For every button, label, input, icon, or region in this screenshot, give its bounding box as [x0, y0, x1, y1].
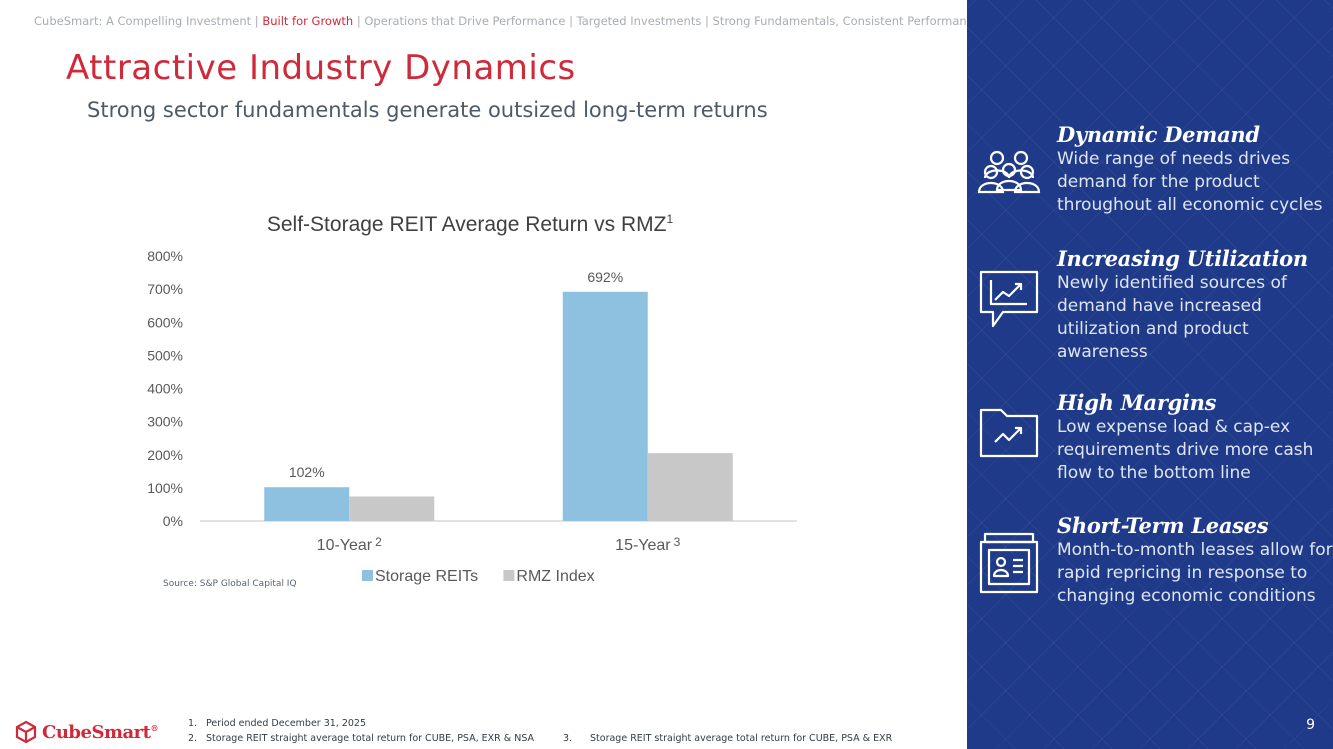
nav-prefix: CubeSmart: A Compelling Investment | — [34, 14, 259, 28]
y-tick-label: 600% — [147, 314, 183, 330]
y-tick-label: 800% — [147, 248, 183, 264]
page-title: Attractive Industry Dynamics — [66, 48, 576, 88]
nav-active-section[interactable]: Built for Growth — [262, 14, 354, 28]
feature-high-margins: High Margins Low expense load & cap-ex r… — [1057, 390, 1333, 485]
logo-wordmark: CubeSmart® — [42, 721, 158, 743]
y-tick-label: 200% — [147, 447, 183, 463]
bar-rmz-index — [647, 453, 733, 521]
x-tick-label: 10-Year 2 — [317, 535, 382, 554]
feature-text: Low expense load & cap-ex requirements d… — [1057, 417, 1314, 483]
footnotes-left: 1. Period ended December 31, 2025 2. Stora… — [188, 716, 534, 746]
y-tick-label: 400% — [147, 381, 183, 397]
page-subtitle: Strong sector fundamentals generate outs… — [87, 98, 768, 122]
footnote-2: 2. Storage REIT straight average total re… — [188, 733, 535, 744]
y-tick-label: 300% — [147, 414, 183, 430]
data-label: 692% — [587, 269, 623, 285]
bar-rmz-index — [349, 496, 435, 521]
footnote-3: 3. Storage REIT straight average total re… — [563, 733, 893, 744]
page-number: 9 — [1306, 717, 1315, 733]
bar-storage-reits — [264, 487, 350, 521]
chart-source: Source: S&P Global Capital IQ — [163, 579, 297, 589]
legend-label: RMZ Index — [516, 568, 594, 585]
data-label: 102% — [289, 464, 325, 480]
cube-logo-icon — [15, 720, 37, 744]
y-tick-label: 0% — [163, 513, 183, 529]
y-tick-label: 100% — [147, 480, 183, 496]
y-tick-label: 500% — [147, 347, 183, 363]
footnotes-right: 3. Storage REIT straight average total re… — [563, 731, 892, 746]
feature-title: Increasing Utilization — [1057, 246, 1308, 271]
nav-rest: | Operations that Drive Performance | Ta… — [356, 14, 981, 28]
feature-title: High Margins — [1057, 390, 1217, 415]
feature-dynamic-demand: Dynamic Demand Wide range of needs drive… — [1057, 122, 1333, 217]
legend-swatch — [362, 570, 373, 581]
folder-trend-icon — [979, 408, 1039, 458]
people-group-icon — [977, 150, 1041, 194]
return-comparison-chart: Self-Storage REIT Average Return vs RMZ1… — [147, 212, 797, 585]
x-tick-label: 15-Year 3 — [615, 535, 680, 554]
feature-text: Wide range of needs drives demand for th… — [1057, 149, 1323, 215]
chart-trend-icon — [979, 270, 1039, 328]
feature-text: Newly identified sources of demand have … — [1057, 273, 1287, 362]
feature-title: Dynamic Demand — [1057, 122, 1260, 147]
legend-swatch — [503, 570, 515, 581]
feature-title: Short-Term Leases — [1057, 513, 1269, 538]
feature-short-term-leases: Short-Term Leases Month-to-month leases … — [1057, 513, 1333, 608]
top-navigation: CubeSmart: A Compelling Investment | Bui… — [34, 14, 980, 28]
feature-text: Month-to-month leases allow for rapid re… — [1057, 540, 1333, 606]
footnote-1: 1. Period ended December 31, 2025 — [188, 718, 367, 729]
sidebar-panel: Dynamic Demand Wide range of needs drive… — [967, 0, 1333, 749]
y-tick-label: 700% — [147, 281, 183, 297]
legend-label: Storage REITs — [375, 568, 478, 585]
feature-increasing-utilization: Increasing Utilization Newly identified … — [1057, 246, 1333, 364]
bar-storage-reits — [562, 291, 648, 521]
chart-title: Self-Storage REIT Average Return vs RMZ1 — [267, 212, 674, 236]
cubesmart-logo: CubeSmart® — [14, 720, 158, 744]
file-drawer-icon — [979, 532, 1039, 594]
